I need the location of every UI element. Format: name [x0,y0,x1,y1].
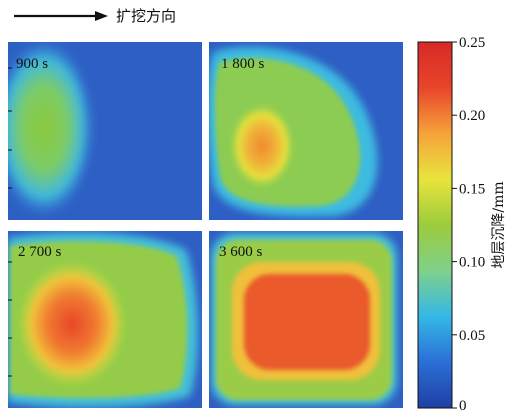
panel-label: 1 800 s [221,56,265,72]
heatmap-panel-1800s [209,42,403,220]
heatmap-panel-3600s [209,231,403,408]
colorbar-ticks: 0 0.05 0.10 0.15 0.20 0.25 [452,35,485,412]
settlement-trough [8,42,96,220]
settlement-peak [18,262,126,386]
colorbar-tick-label: 0.10 [459,255,485,271]
colorbar: 0 0.05 0.10 0.15 0.20 0.25 地层沉降/mm [417,35,507,412]
settlement-peak [230,104,294,188]
colorbar-bar [417,41,453,409]
colorbar-tick-label: 0.25 [459,35,485,51]
arrow-label: 扩挖方向 [116,7,176,25]
colorbar-tick-label: 0.05 [459,328,485,344]
settlement-peak [244,274,370,370]
colorbar-tick-label: 0 [459,398,467,412]
panel-label: 900 s [16,56,48,72]
heatmap-panel-2700s [8,231,202,408]
colorbar-tick-label: 0.20 [459,108,485,124]
left-axis-ticks [8,67,12,377]
arrow-head-icon [95,11,108,21]
colorbar-tick-label: 0.15 [459,181,485,197]
panel-label: 2 700 s [18,244,62,260]
heatmap-panel-900s [8,42,202,220]
panel-label: 3 600 s [219,244,263,260]
excavation-direction-arrow: 扩挖方向 [14,7,176,25]
colorbar-title: 地层沉降/mm [491,181,507,268]
